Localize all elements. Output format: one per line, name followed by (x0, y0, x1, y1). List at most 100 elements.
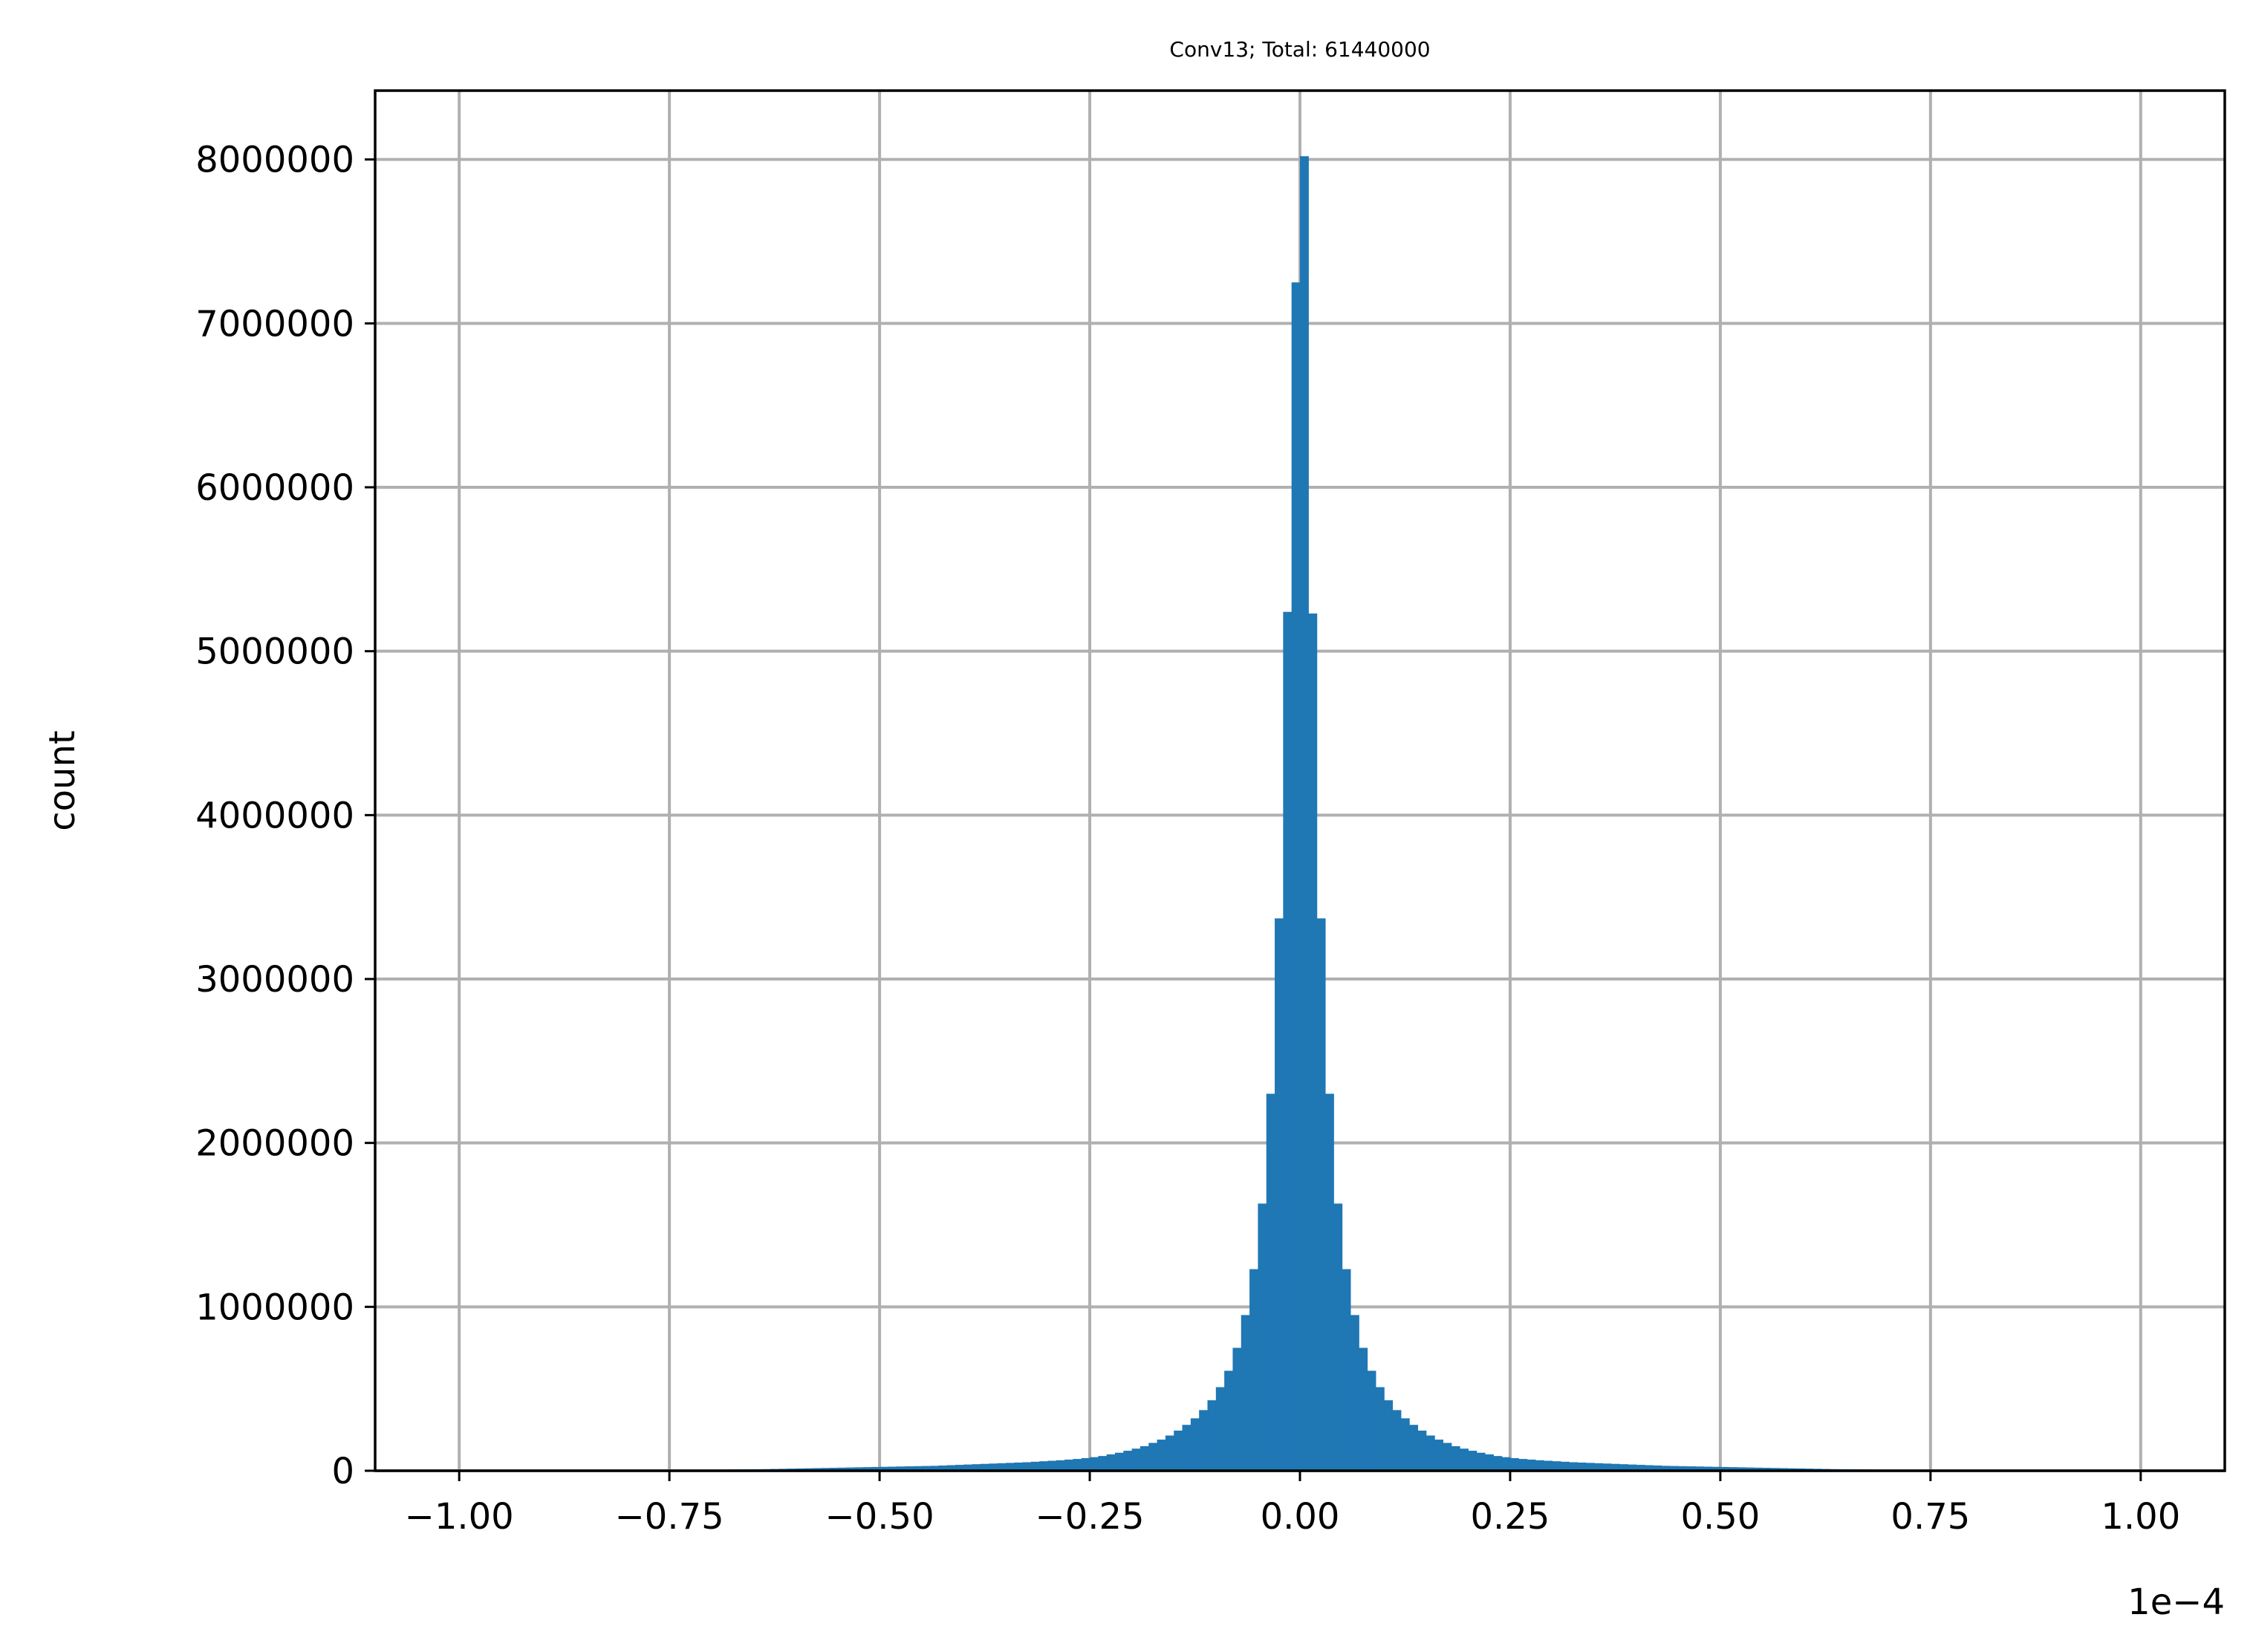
histogram-bar (938, 1465, 948, 1471)
histogram-bar (1148, 1443, 1158, 1471)
x-offset-label: 1e−4 (2127, 1581, 2225, 1623)
histogram-bar (1342, 1269, 1351, 1471)
histogram-bar (1417, 1430, 1427, 1471)
x-tick-label: 0.50 (1680, 1496, 1760, 1538)
histogram-bar (829, 1468, 839, 1471)
histogram-bar (1544, 1460, 1553, 1471)
histogram-bar (888, 1466, 897, 1471)
histogram-bar (1779, 1468, 1789, 1471)
histogram-bar (946, 1465, 956, 1471)
histogram-bar (1527, 1459, 1536, 1471)
histogram-bar (820, 1468, 830, 1471)
histogram-bar (1501, 1457, 1511, 1471)
x-tick-label: 1.00 (2101, 1496, 2180, 1538)
histogram-bar (1190, 1418, 1200, 1471)
histogram-bar (1207, 1400, 1217, 1471)
histogram-bar (1560, 1461, 1570, 1471)
histogram-bar (1443, 1443, 1452, 1471)
histogram-bar (1022, 1462, 1032, 1471)
histogram-bar (1509, 1458, 1519, 1471)
histogram-bar (1359, 1347, 1368, 1471)
histogram-bar (871, 1466, 880, 1471)
histogram-bar (1056, 1460, 1065, 1471)
histogram-bar (1678, 1466, 1688, 1471)
histogram-bar (921, 1466, 931, 1471)
histogram-bar (896, 1466, 906, 1471)
y-tick-label: 2000000 (195, 1123, 354, 1165)
histogram-bar (1518, 1459, 1528, 1471)
histogram-bar (1308, 613, 1318, 1471)
histogram-bar (1174, 1430, 1183, 1471)
histogram-bar (1619, 1464, 1629, 1471)
y-axis-ticks: 0 1000000 2000000 3000000 4000000 5000000 6000… (195, 140, 375, 1492)
histogram-bar (1703, 1466, 1713, 1471)
histogram-bar (1384, 1400, 1394, 1471)
histogram-bar (1249, 1269, 1259, 1471)
histogram-bar (1324, 1093, 1334, 1471)
y-tick-label: 7000000 (195, 303, 354, 345)
histogram-bar (1165, 1435, 1174, 1471)
histogram-bar (1653, 1465, 1662, 1471)
histogram-bar (1661, 1466, 1671, 1471)
histogram-bar (1754, 1467, 1763, 1471)
histogram-bar (1333, 1203, 1343, 1471)
histogram-bar (1123, 1451, 1133, 1471)
histogram-bar (1577, 1462, 1587, 1471)
histogram-bar (980, 1463, 989, 1471)
histogram-bar (1005, 1463, 1015, 1471)
y-tick-label: 5000000 (195, 631, 354, 673)
y-tick-label: 8000000 (195, 140, 354, 181)
x-tick-label: −0.50 (825, 1496, 934, 1538)
histogram-bar (1367, 1370, 1376, 1471)
histogram-bar (1711, 1466, 1721, 1471)
histogram-bar (1106, 1454, 1116, 1471)
histogram-bar (1014, 1462, 1024, 1471)
histogram-bar (1720, 1466, 1729, 1471)
histogram-bar (1266, 1093, 1275, 1471)
histogram-bar (1300, 156, 1309, 1471)
histogram-bar (1610, 1463, 1620, 1471)
x-tick-label: −0.25 (1035, 1496, 1144, 1538)
histogram-bar (1694, 1466, 1704, 1471)
histogram-bar (1283, 611, 1293, 1471)
histogram-bar (1737, 1467, 1746, 1471)
histogram-bar (854, 1467, 864, 1471)
histogram-bar (1232, 1347, 1242, 1471)
histogram-bar (1258, 1203, 1267, 1471)
x-tick-label: −1.00 (405, 1496, 514, 1538)
histogram-bar (1762, 1468, 1772, 1471)
histogram-bars (660, 156, 1940, 1471)
histogram-bar (1039, 1461, 1049, 1471)
histogram-bar (1392, 1410, 1402, 1471)
histogram-bar (997, 1463, 1007, 1471)
histogram-bar (1670, 1466, 1679, 1471)
histogram-bar (1157, 1440, 1166, 1471)
y-tick-label: 6000000 (195, 467, 354, 509)
histogram-bar (1569, 1462, 1579, 1471)
histogram-bar (1291, 282, 1301, 1471)
histogram-bar (1275, 918, 1284, 1471)
histogram-bar (1375, 1387, 1385, 1471)
y-axis-label: count (42, 730, 83, 830)
histogram-bar (1594, 1463, 1604, 1471)
histogram-bar (1400, 1418, 1410, 1471)
histogram-bar (845, 1467, 855, 1471)
histogram-bar (1770, 1468, 1780, 1471)
y-tick-label: 3000000 (195, 959, 354, 1001)
histogram-bar (1030, 1461, 1040, 1471)
histogram-bar (1350, 1315, 1359, 1471)
histogram-bar (1316, 918, 1326, 1471)
chart-title: Conv13; Total: 61440000 (1169, 37, 1430, 62)
histogram-bar (1241, 1315, 1250, 1471)
histogram-bar (1064, 1459, 1074, 1471)
histogram-bar (862, 1467, 872, 1471)
histogram-bar (1686, 1466, 1696, 1471)
histogram-bar (1645, 1465, 1654, 1471)
x-tick-label: 0.75 (1890, 1496, 1970, 1538)
histogram-bar (1468, 1451, 1477, 1471)
histogram-bar (812, 1468, 822, 1471)
histogram-bar (1434, 1440, 1444, 1471)
histogram-bar (905, 1466, 914, 1471)
histogram-bar (1745, 1467, 1755, 1471)
